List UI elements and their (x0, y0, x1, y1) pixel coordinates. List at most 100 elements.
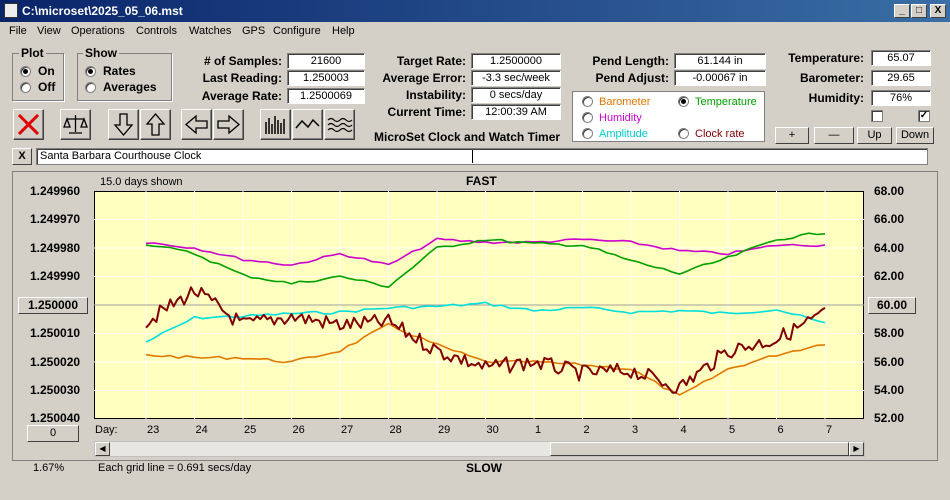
move-up-button[interactable] (140, 109, 171, 140)
right-tick-label: 64.00 (874, 241, 905, 255)
menu-file[interactable]: File (9, 25, 27, 37)
right-tick-label: 68.00 (874, 184, 905, 198)
right-tick-label: 52.00 (874, 411, 905, 425)
barometer-radio[interactable] (582, 96, 593, 107)
offset-button[interactable]: 0 (27, 425, 79, 442)
show-rates-label: Rates (103, 64, 136, 78)
day-tick-label: 7 (826, 424, 833, 436)
left-checkbox[interactable] (871, 110, 883, 122)
temperature-radio[interactable] (678, 96, 689, 107)
menu-configure[interactable]: Configure (273, 25, 321, 37)
grid-note: Each grid line = 0.691 secs/day (98, 462, 252, 474)
menu-bar: File View Operations Controls Watches GP… (0, 22, 950, 42)
day-tick-label: 2 (583, 424, 590, 436)
rate-chart (94, 191, 864, 419)
last-reading-value: 1.250003 (287, 70, 365, 86)
show-group-title: Show (83, 46, 119, 60)
histogram-button[interactable] (260, 109, 291, 140)
current-time-label: Current Time: (387, 105, 466, 119)
plot-off-radio[interactable] (20, 82, 31, 93)
average-rate-value: 1.2500069 (287, 88, 365, 104)
left-center-button[interactable]: 1.250000 (18, 297, 88, 314)
move-down-button[interactable] (108, 109, 139, 140)
day-tick-label: 23 (147, 424, 160, 436)
right-tick-label: 62.00 (874, 269, 905, 283)
plot-on-radio[interactable] (20, 66, 31, 77)
last-reading-label: Last Reading: (202, 71, 282, 85)
show-averages-label: Averages (103, 80, 157, 94)
barometer-value: 29.65 (871, 70, 931, 86)
red-x-icon (17, 113, 40, 136)
left-tick-label: 1.249960 (30, 184, 81, 198)
clock-name-field[interactable]: Santa Barbara Courthouse Clock (36, 148, 928, 165)
samples-label: # of Samples: (203, 54, 282, 68)
horizontal-scrollbar[interactable]: ◀ ▶ (94, 441, 865, 457)
humidity-label: Humidity: (808, 91, 864, 105)
day-tick-label: 28 (389, 424, 402, 436)
close-clock-button[interactable]: X (12, 148, 32, 165)
menu-controls[interactable]: Controls (136, 25, 177, 37)
menu-operations[interactable]: Operations (71, 25, 125, 37)
arrow-left-icon (184, 114, 208, 135)
maximize-button[interactable]: □ (911, 4, 927, 18)
title-bar: C:\microset\2025_05_06.mst _ □ X (0, 0, 950, 22)
move-left-button[interactable] (181, 109, 212, 140)
show-rates-radio[interactable] (85, 66, 96, 77)
scale-down-button[interactable]: Down (896, 127, 934, 144)
fast-label: FAST (466, 174, 497, 188)
clock-name-text: Santa Barbara Courthouse Clock (40, 150, 202, 162)
temperature-label: Temperature: (788, 51, 864, 65)
scroll-right-button[interactable]: ▶ (849, 442, 864, 456)
scale-up-button[interactable]: Up (857, 127, 892, 144)
day-tick-label: 27 (341, 424, 354, 436)
move-right-button[interactable] (213, 109, 244, 140)
wave-button[interactable] (292, 109, 323, 140)
stop-button[interactable] (13, 109, 44, 140)
average-error-value: -3.3 sec/week (471, 70, 561, 86)
percent-label: 1.67% (33, 462, 65, 474)
histogram-icon (265, 116, 285, 134)
temperature-line (145, 232, 826, 288)
humidity-radio[interactable] (582, 112, 593, 123)
day-tick-label: 30 (486, 424, 499, 436)
menu-gps[interactable]: GPS (242, 25, 266, 37)
text-cursor (472, 150, 473, 163)
right-tick-label: 54.00 (874, 383, 905, 397)
instability-label: Instability: (405, 88, 466, 102)
scale-minus-button[interactable]: — (814, 127, 854, 144)
clock-rate-line (145, 286, 826, 394)
right-center-button[interactable]: 60.00 (868, 297, 916, 314)
humidity-option-label: Humidity (599, 112, 642, 124)
day-tick-label: 1 (535, 424, 542, 436)
menu-help[interactable]: Help (332, 25, 355, 37)
pend-length-value[interactable]: 61.144 in (674, 53, 766, 69)
left-tick-label: 1.250040 (30, 411, 81, 425)
noise-button[interactable] (324, 109, 355, 140)
menu-view[interactable]: View (37, 25, 61, 37)
amplitude-option-label: Amplitude (599, 128, 648, 140)
app-icon[interactable] (4, 3, 18, 18)
left-tick-label: 1.249970 (30, 212, 81, 226)
target-rate-value[interactable]: 1.2500000 (471, 53, 561, 69)
balance-button[interactable] (60, 109, 91, 140)
scrollbar-thumb[interactable] (550, 442, 849, 456)
clock-rate-radio[interactable] (678, 128, 689, 139)
scale-plus-button[interactable]: + (775, 127, 809, 144)
slow-label: SLOW (466, 461, 502, 475)
amplitude-radio[interactable] (582, 128, 593, 139)
left-tick-label: 1.250010 (30, 326, 81, 340)
humidity-line (145, 237, 826, 266)
close-button[interactable]: X (930, 4, 946, 18)
menu-watches[interactable]: Watches (189, 25, 232, 37)
minimize-button[interactable]: _ (894, 4, 910, 18)
noise-wave-icon (327, 117, 353, 133)
show-averages-radio[interactable] (85, 82, 96, 93)
wave-icon (295, 118, 320, 129)
balance-scale-icon (63, 115, 88, 134)
scroll-left-button[interactable]: ◀ (95, 442, 110, 456)
day-tick-label: 26 (292, 424, 305, 436)
grid-lines (94, 191, 864, 419)
samples-value: 21600 (287, 53, 365, 69)
right-checkbox[interactable]: ✓ (918, 110, 930, 122)
left-tick-label: 1.250030 (30, 383, 81, 397)
